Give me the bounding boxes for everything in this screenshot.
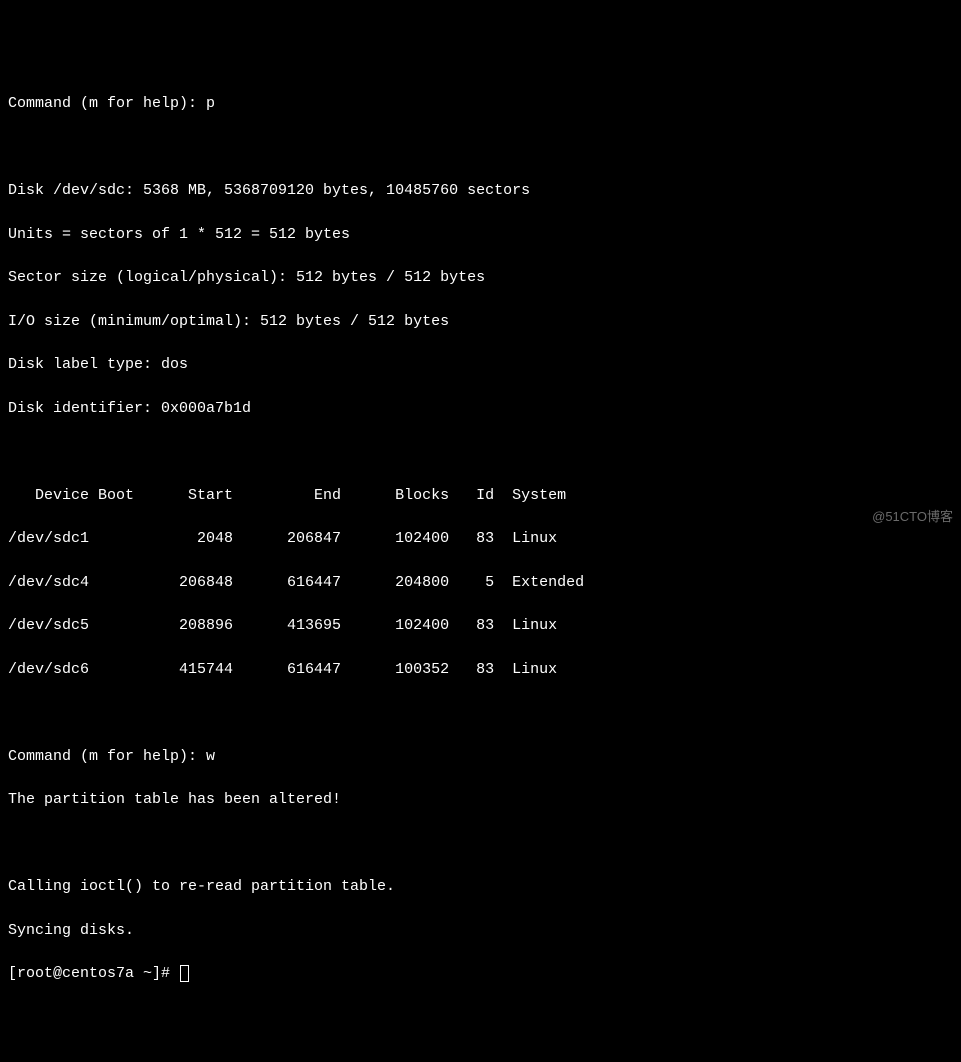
- partition-row-4: /dev/sdc6 415744 616447 100352 83 Linux: [8, 659, 953, 681]
- cursor-icon: [180, 965, 189, 982]
- shell-prompt: [root@centos7a ~]#: [8, 965, 179, 982]
- blank-line: [8, 702, 953, 724]
- shell-prompt-line[interactable]: [root@centos7a ~]#: [8, 963, 953, 985]
- partition-row-1: /dev/sdc1 2048 206847 102400 83 Linux: [8, 528, 953, 550]
- command-prompt-line-2: Command (m for help): w: [8, 746, 953, 768]
- disk-info-line-6: Disk identifier: 0x000a7b1d: [8, 398, 953, 420]
- message-ioctl: Calling ioctl() to re-read partition tab…: [8, 876, 953, 898]
- watermark-text: @51CTO博客: [872, 508, 953, 527]
- fdisk-prompt-label: Command (m for help):: [8, 748, 206, 765]
- command-prompt-line-1: Command (m for help): p: [8, 93, 953, 115]
- fdisk-command-w: w: [206, 748, 215, 765]
- blank-line: [8, 137, 953, 159]
- disk-info-line-4: I/O size (minimum/optimal): 512 bytes / …: [8, 311, 953, 333]
- message-altered: The partition table has been altered!: [8, 789, 953, 811]
- disk-info-line-2: Units = sectors of 1 * 512 = 512 bytes: [8, 224, 953, 246]
- disk-info-line-1: Disk /dev/sdc: 5368 MB, 5368709120 bytes…: [8, 180, 953, 202]
- partition-row-3: /dev/sdc5 208896 413695 102400 83 Linux: [8, 615, 953, 637]
- partition-table-header: Device Boot Start End Blocks Id System: [8, 485, 953, 507]
- fdisk-prompt-label: Command (m for help):: [8, 95, 206, 112]
- blank-line: [8, 833, 953, 855]
- disk-info-line-5: Disk label type: dos: [8, 354, 953, 376]
- blank-line: [8, 441, 953, 463]
- partition-row-2: /dev/sdc4 206848 616447 204800 5 Extende…: [8, 572, 953, 594]
- message-sync: Syncing disks.: [8, 920, 953, 942]
- disk-info-line-3: Sector size (logical/physical): 512 byte…: [8, 267, 953, 289]
- fdisk-command-p: p: [206, 95, 215, 112]
